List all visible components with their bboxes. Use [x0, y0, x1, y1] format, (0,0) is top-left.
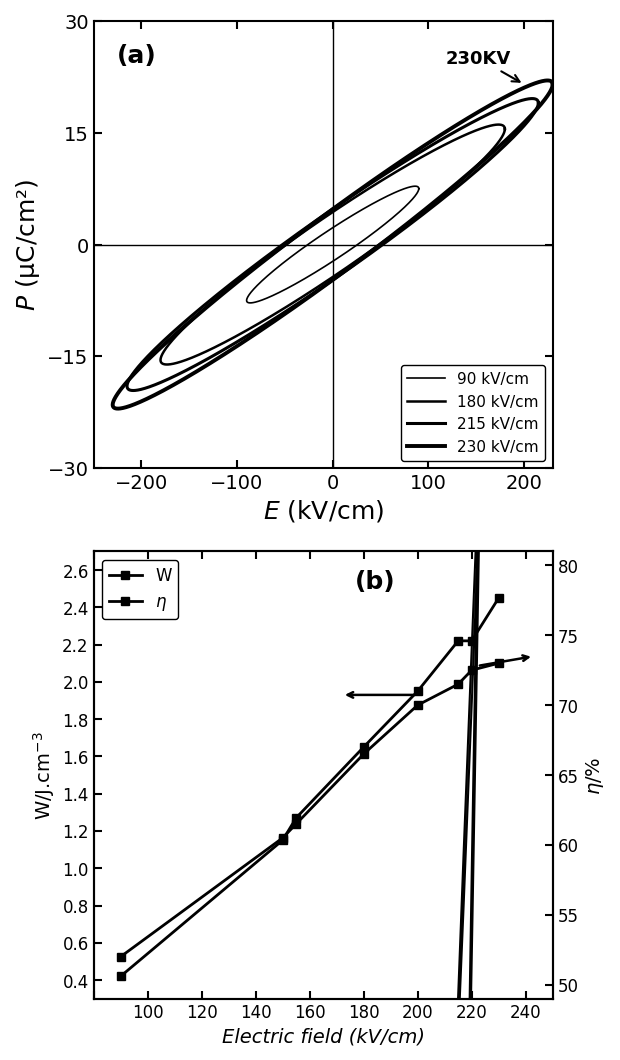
Y-axis label: $\eta$/%: $\eta$/%: [584, 756, 606, 794]
Text: (b): (b): [355, 569, 396, 594]
X-axis label: Electric field (kV/cm): Electric field (kV/cm): [221, 1027, 425, 1046]
Legend: 90 kV/cm, 180 kV/cm, 215 kV/cm, 230 kV/cm: 90 kV/cm, 180 kV/cm, 215 kV/cm, 230 kV/c…: [401, 366, 545, 461]
Text: (a): (a): [117, 43, 156, 68]
Y-axis label: $P$ (μC/cm²): $P$ (μC/cm²): [14, 179, 42, 311]
Text: 230KV: 230KV: [446, 50, 520, 83]
X-axis label: $E$ (kV/cm): $E$ (kV/cm): [262, 498, 384, 524]
Y-axis label: W/J.cm$^{-3}$: W/J.cm$^{-3}$: [31, 730, 56, 819]
Legend: W, $\eta$: W, $\eta$: [102, 560, 179, 620]
